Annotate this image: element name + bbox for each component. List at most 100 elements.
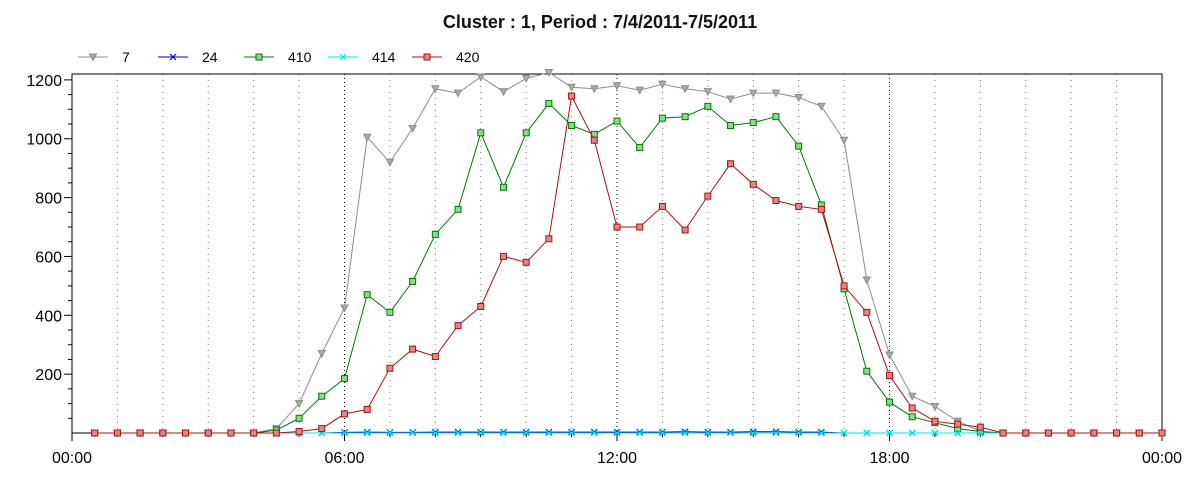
series-7-point (362, 133, 372, 142)
series-7-point (294, 400, 304, 409)
series-410-point (658, 114, 666, 122)
series-410-point (749, 119, 757, 127)
series-420-point (590, 136, 598, 144)
series-414-point (817, 429, 825, 437)
series-420-point (1135, 429, 1143, 437)
series-410-point (295, 414, 303, 422)
series-420-point (1158, 429, 1166, 437)
series-410-point (681, 113, 689, 121)
series-410-point (908, 413, 916, 421)
series-24-point (795, 428, 803, 436)
x-tick-label: 12:00 (597, 450, 637, 467)
series-7-point (930, 403, 940, 412)
series-7-point (612, 82, 622, 91)
series-7-point (680, 85, 690, 94)
series-420-point (976, 423, 984, 431)
series-414-point (704, 429, 712, 437)
series-24-point (636, 428, 644, 436)
series-410-point (431, 230, 439, 238)
series-414-point (590, 429, 598, 437)
legend-label: 24 (202, 49, 218, 65)
series-24-point (454, 428, 462, 436)
series-24-point (772, 428, 780, 436)
series-7-point (794, 94, 804, 103)
series-420-point (431, 352, 439, 360)
series-24-point (431, 428, 439, 436)
series-410-point (727, 121, 735, 129)
legend-item-7: 7 (78, 49, 130, 65)
x-tick-label: 18:00 (869, 450, 909, 467)
series-7-point (658, 80, 667, 89)
y-tick-label: 600 (35, 249, 62, 266)
series-420-point (341, 410, 348, 418)
series-414-point (840, 429, 848, 437)
series-420-point (272, 429, 280, 437)
series-420-point (91, 429, 99, 437)
y-tick-label: 1200 (26, 73, 62, 90)
series-420-point (295, 428, 303, 436)
series-414-point (863, 429, 871, 437)
series-7-point (340, 304, 349, 313)
series-410-line (94, 102, 1162, 434)
series-420-point (1090, 429, 1098, 437)
series-7-point (726, 95, 735, 104)
series-24-point (590, 428, 598, 436)
series-420-point (931, 417, 939, 425)
chart-title: Cluster : 1, Period : 7/4/2011-7/5/2011 (442, 12, 758, 32)
series-414-point (908, 429, 916, 437)
series-7-point (499, 88, 508, 97)
y-tick-label: 800 (35, 191, 62, 208)
series-7-point (88, 53, 98, 62)
series-7-point (885, 351, 894, 360)
series-24-point (568, 428, 576, 436)
legend-item-414: 414 (328, 49, 396, 65)
series-420-point (772, 197, 780, 205)
grid (116, 74, 1118, 433)
series-420-point (159, 429, 167, 437)
series-7-point (839, 136, 849, 145)
series-420-point (409, 345, 417, 353)
series-420-point (477, 302, 485, 310)
series-24-point (704, 428, 712, 436)
x-tick-label: 06:00 (324, 450, 364, 467)
series-7-point (476, 73, 486, 82)
series-7-point (385, 158, 395, 167)
x-tick-label: 00:00 (52, 450, 92, 467)
series-410-point (886, 398, 893, 406)
series-420-point (704, 192, 712, 200)
legend-label: 7 (122, 49, 130, 65)
series-420-point (423, 53, 431, 61)
series-420-point (817, 205, 825, 213)
series-24-point (545, 428, 553, 436)
series-414-point (545, 429, 553, 437)
series-420-point (363, 405, 371, 413)
series-414-point (409, 429, 417, 437)
series-410-point (477, 129, 485, 137)
series-420-point (136, 429, 144, 437)
series-414-point (431, 429, 439, 437)
series-414-point (339, 53, 347, 61)
series-414-point (772, 429, 780, 437)
series-410-point (772, 113, 780, 121)
series-420-line (94, 94, 1162, 434)
series-24-point (500, 428, 507, 436)
series-420-point (795, 202, 803, 210)
series-420-point (954, 420, 962, 428)
series-410-point (318, 392, 326, 400)
series-420-point (863, 308, 871, 316)
series-420-point (318, 425, 326, 433)
series-410-point (255, 53, 263, 61)
series-7-point (544, 69, 554, 78)
series-420-point (727, 160, 735, 168)
series-24-point (681, 428, 689, 436)
series-layer (90, 69, 1167, 438)
series-420-point (568, 92, 576, 100)
series-7-line (94, 71, 1162, 434)
series-414-point (658, 429, 666, 437)
series-420-point (386, 364, 394, 372)
series-410-point (863, 367, 871, 375)
y-tick-label: 200 (35, 367, 62, 384)
series-7-point (771, 89, 781, 98)
series-24-point (727, 428, 734, 436)
